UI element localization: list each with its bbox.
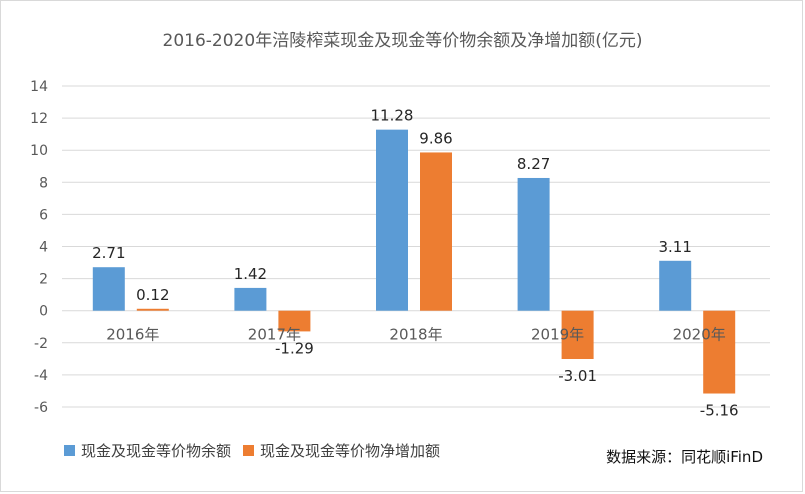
- y-tick-label: 0: [39, 304, 48, 320]
- data-label: -5.16: [700, 402, 739, 420]
- x-category-label: 2019年: [531, 326, 584, 344]
- y-tick-label: 12: [30, 111, 48, 127]
- y-tick-label: 8: [39, 175, 48, 191]
- data-label: 3.11: [658, 238, 691, 256]
- data-label: 0.12: [136, 286, 169, 304]
- x-category-label: 2018年: [389, 326, 442, 344]
- legend: 现金及现金等价物余额 现金及现金等价物净增加额: [64, 440, 452, 461]
- bar-balance: [234, 287, 267, 311]
- bar-balance: [92, 267, 125, 311]
- bar-balance: [517, 177, 550, 311]
- data-label: -3.01: [558, 367, 597, 385]
- y-tick-label: -2: [34, 336, 48, 352]
- bar-net-increase: [278, 310, 311, 332]
- data-label: 9.86: [419, 129, 452, 147]
- data-label: 8.27: [517, 155, 550, 173]
- legend-swatch-balance: [64, 445, 75, 456]
- legend-swatch-net-increase: [243, 445, 255, 456]
- bar-balance: [659, 260, 692, 311]
- y-tick-label: 2: [39, 272, 48, 288]
- x-category-label: 2016年: [106, 326, 159, 344]
- data-label: 1.42: [234, 265, 267, 283]
- legend-item-balance: 现金及现金等价物余额: [64, 440, 231, 461]
- legend-label-balance: 现金及现金等价物余额: [81, 442, 232, 460]
- x-category-label: 2020年: [673, 326, 726, 344]
- y-tick-label: 6: [39, 207, 48, 223]
- bar-net-increase: [703, 310, 736, 394]
- bar-balance: [376, 129, 408, 311]
- x-category-label: 2017年: [248, 326, 301, 344]
- data-source-note: 数据来源：同花顺iFinD: [606, 448, 763, 466]
- y-tick-label: 4: [39, 240, 48, 256]
- data-label: 2.71: [92, 244, 125, 262]
- bar-net-increase: [420, 152, 452, 311]
- y-tick-label: -4: [34, 368, 48, 384]
- bar-net-increase: [561, 310, 594, 360]
- bar-net-increase: [136, 308, 169, 311]
- data-label: 11.28: [371, 107, 414, 125]
- legend-item-net-increase: 现金及现金等价物净增加额: [243, 440, 440, 461]
- chart-title: 2016-2020年涪陵榨菜现金及现金等价物余额及净增加额(亿元): [162, 31, 643, 51]
- data-label: -1.29: [275, 339, 314, 357]
- y-tick-label: 14: [30, 79, 48, 95]
- legend-label-net-increase: 现金及现金等价物净增加额: [260, 442, 441, 460]
- y-tick-label: -6: [34, 400, 48, 416]
- y-tick-label: 10: [30, 143, 48, 159]
